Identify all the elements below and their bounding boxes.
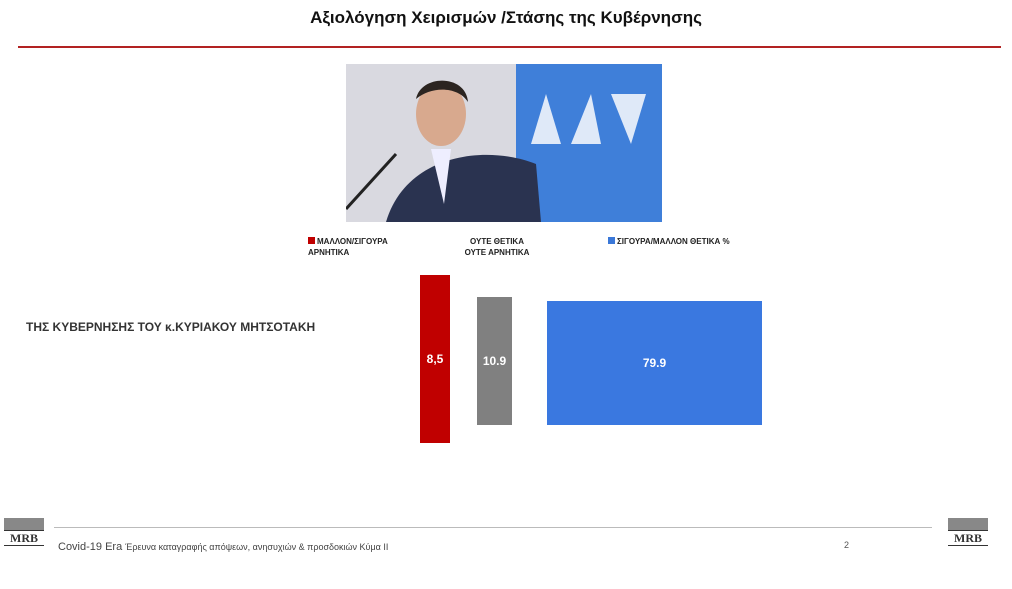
legend-entry: ΣΙΓΟΥΡΑ/ΜΑΛΛΟΝ ΘΕΤΙΚΑ %: [608, 236, 758, 247]
title: Αξιολόγηση Χειρισμών /Στάσης της Κυβέρνη…: [310, 8, 702, 27]
logo: MRB: [4, 518, 44, 552]
bar-label: 8,5: [426, 352, 444, 366]
text: MRB: [948, 530, 988, 546]
bar: 8,5: [420, 275, 450, 443]
bar-label: 10.9: [482, 354, 507, 368]
row-label: ΤΗΣ ΚΥΒΕΡΝΗΣΗΣ ΤΟΥ κ.ΚΥΡΙΑΚΟΥ ΜΗΤΣΟΤΑΚΗ: [26, 320, 316, 334]
bar: 10.9: [477, 297, 512, 425]
legend-entry: ΟΥΤΕ ΘΕΤΙΚΑ ΟΥΤΕ ΑΡΝΗΤΙΚΑ: [462, 236, 532, 258]
photo-art: [346, 64, 662, 222]
bar-label: 79.9: [642, 356, 667, 370]
legend-label: ΟΥΤΕ ΘΕΤΙΚΑ ΟΥΤΕ ΑΡΝΗΤΙΚΑ: [464, 237, 530, 257]
page-number: 2: [844, 540, 850, 550]
unit: %: [722, 237, 730, 246]
footer-description: Έρευνα καταγραφής απόψεων, ανησυχιών & π…: [125, 542, 389, 552]
bar: 79.9: [547, 301, 762, 425]
legend-label: ΜΑΛΛΟΝ/ΣΙΓΟΥΡΑ ΑΡΝΗΤΙΚΑ: [308, 237, 388, 257]
footer-text: Covid-19 Era Έρευνα καταγραφής απόψεων, …: [58, 541, 388, 553]
title-rule: [18, 46, 1001, 48]
footer-project: Covid-19 Era: [58, 541, 123, 553]
photo: [346, 64, 662, 222]
legend-label: ΣΙΓΟΥΡΑ/ΜΑΛΛΟΝ ΘΕΤΙΚΑ: [617, 237, 721, 246]
legend-entry: ΜΑΛΛΟΝ/ΣΙΓΟΥΡΑ ΑΡΝΗΤΙΚΑ: [308, 236, 408, 258]
text: MRB: [4, 530, 44, 546]
footer-rule: [54, 527, 932, 528]
logo: MRB: [948, 518, 988, 552]
